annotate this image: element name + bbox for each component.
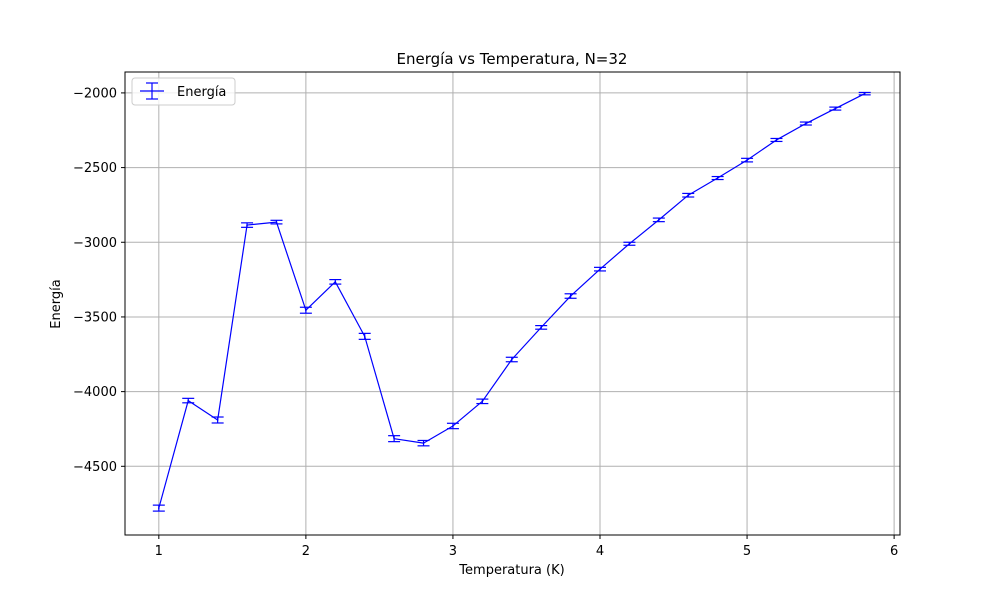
data-point: [687, 194, 690, 197]
grid-layer: [125, 72, 900, 535]
legend-series-label: Energía: [177, 85, 226, 100]
data-point: [216, 419, 219, 421]
error-bar: [682, 192, 695, 198]
data-point: [187, 399, 190, 402]
x-ticks: 1 2 3 4 5 6: [155, 535, 898, 559]
data-point: [658, 219, 660, 221]
x-tick-label: 3: [449, 544, 457, 559]
y-tick-label: −4000: [73, 385, 117, 400]
error-bar: [770, 137, 783, 143]
data-point: [363, 335, 366, 338]
y-tick-label: −3500: [73, 310, 117, 325]
error-bar: [270, 219, 283, 225]
error-bar: [388, 435, 401, 443]
error-bar: [417, 439, 430, 447]
data-point: [599, 268, 601, 270]
y-tick-label: −2000: [73, 86, 117, 101]
error-bar: [652, 217, 665, 223]
legend-box: [131, 77, 236, 106]
data-point: [305, 309, 307, 312]
data-point: [393, 437, 395, 440]
error-bar: [476, 398, 489, 405]
series-layer: [152, 91, 871, 512]
chart-title: Energía vs Temperatura, N=32: [397, 50, 628, 68]
y-tick-label: −2500: [73, 161, 117, 176]
data-point: [569, 295, 572, 297]
data-point: [805, 122, 807, 125]
data-point: [334, 281, 337, 283]
data-point: [452, 425, 454, 427]
x-tick-label: 5: [743, 544, 751, 559]
data-point: [422, 442, 425, 444]
error-bar: [535, 325, 548, 330]
data-point: [628, 242, 631, 245]
error-bar: [858, 91, 871, 96]
data-point: [716, 177, 719, 179]
data-point: [275, 221, 278, 223]
y-tick-label: −3000: [73, 236, 117, 251]
error-bar: [182, 397, 195, 404]
plot-frame: [124, 71, 901, 536]
data-point: [510, 358, 513, 361]
data-point: [834, 107, 837, 110]
data-point: [481, 400, 484, 403]
error-bar: [505, 356, 518, 363]
y-axis-label: Energía: [49, 279, 64, 328]
error-bar: [211, 416, 224, 424]
x-tick-label: 2: [302, 544, 310, 559]
y-ticks: −4500 −4000 −3500 −3000 −2500 −2000: [73, 86, 125, 475]
error-bar: [329, 279, 342, 285]
x-axis-label: Temperatura (K): [458, 563, 564, 578]
y-tick-label: −4500: [73, 460, 117, 475]
error-bar: [358, 332, 371, 340]
x-tick-label: 4: [596, 544, 604, 559]
data-point: [158, 507, 160, 509]
x-tick-label: 1: [155, 544, 163, 559]
legend: Energía: [131, 77, 236, 106]
error-bar: [623, 241, 636, 246]
data-point: [246, 224, 248, 226]
error-bar: [741, 157, 754, 163]
error-bar: [564, 293, 577, 299]
error-bar: [299, 306, 312, 314]
error-bar: [446, 422, 459, 430]
error-bar: [799, 121, 812, 126]
x-tick-label: 6: [890, 544, 898, 559]
error-bar: [241, 222, 254, 228]
error-bar: [829, 106, 842, 111]
data-point: [863, 92, 866, 95]
legend-series-marker: [140, 82, 164, 100]
error-bar: [711, 175, 724, 181]
data-point: [540, 326, 542, 329]
error-bar: [152, 504, 165, 512]
error-bar: [594, 266, 606, 272]
data-point: [775, 139, 778, 141]
data-point: [746, 159, 748, 161]
